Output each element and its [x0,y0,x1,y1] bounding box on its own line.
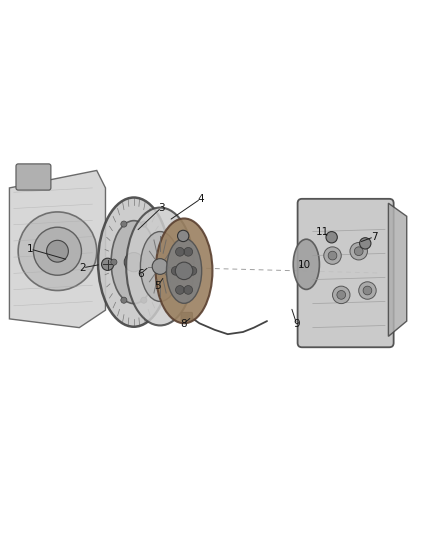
Circle shape [360,238,371,249]
Circle shape [151,259,157,265]
Circle shape [175,262,193,280]
Text: 3: 3 [158,203,165,213]
Circle shape [363,286,372,295]
Text: 2: 2 [79,263,86,273]
Text: 7: 7 [371,232,377,242]
Ellipse shape [166,238,201,303]
Circle shape [152,259,168,274]
FancyBboxPatch shape [181,312,192,321]
Circle shape [141,297,147,303]
Circle shape [332,286,350,304]
Circle shape [111,259,117,265]
Text: 8: 8 [180,319,187,329]
Circle shape [354,247,363,256]
Ellipse shape [126,207,194,326]
Text: 5: 5 [155,281,161,290]
Circle shape [141,221,147,227]
Ellipse shape [176,247,184,256]
Ellipse shape [141,231,180,302]
Circle shape [359,282,376,299]
Circle shape [337,290,346,299]
Ellipse shape [293,239,319,289]
Text: 1: 1 [27,244,34,254]
Text: 6: 6 [137,269,144,279]
Text: 4: 4 [198,194,204,204]
Ellipse shape [111,221,156,304]
Circle shape [121,297,127,303]
Circle shape [46,240,68,262]
Polygon shape [389,203,407,336]
Circle shape [350,243,367,260]
FancyBboxPatch shape [297,199,394,348]
Circle shape [324,247,341,264]
Text: 10: 10 [297,260,311,270]
Polygon shape [10,171,106,328]
Circle shape [121,221,127,227]
Ellipse shape [188,266,197,275]
Text: 9: 9 [293,319,300,329]
Circle shape [124,253,144,272]
Ellipse shape [155,219,212,323]
Circle shape [328,251,337,260]
Circle shape [33,227,81,275]
Circle shape [102,258,114,270]
Ellipse shape [171,266,180,275]
Circle shape [177,230,189,241]
FancyBboxPatch shape [16,164,51,190]
Circle shape [326,231,337,243]
Ellipse shape [176,286,184,294]
Circle shape [18,212,97,290]
Text: 11: 11 [316,228,329,237]
Ellipse shape [184,286,193,294]
Ellipse shape [184,247,193,256]
Ellipse shape [98,198,170,327]
